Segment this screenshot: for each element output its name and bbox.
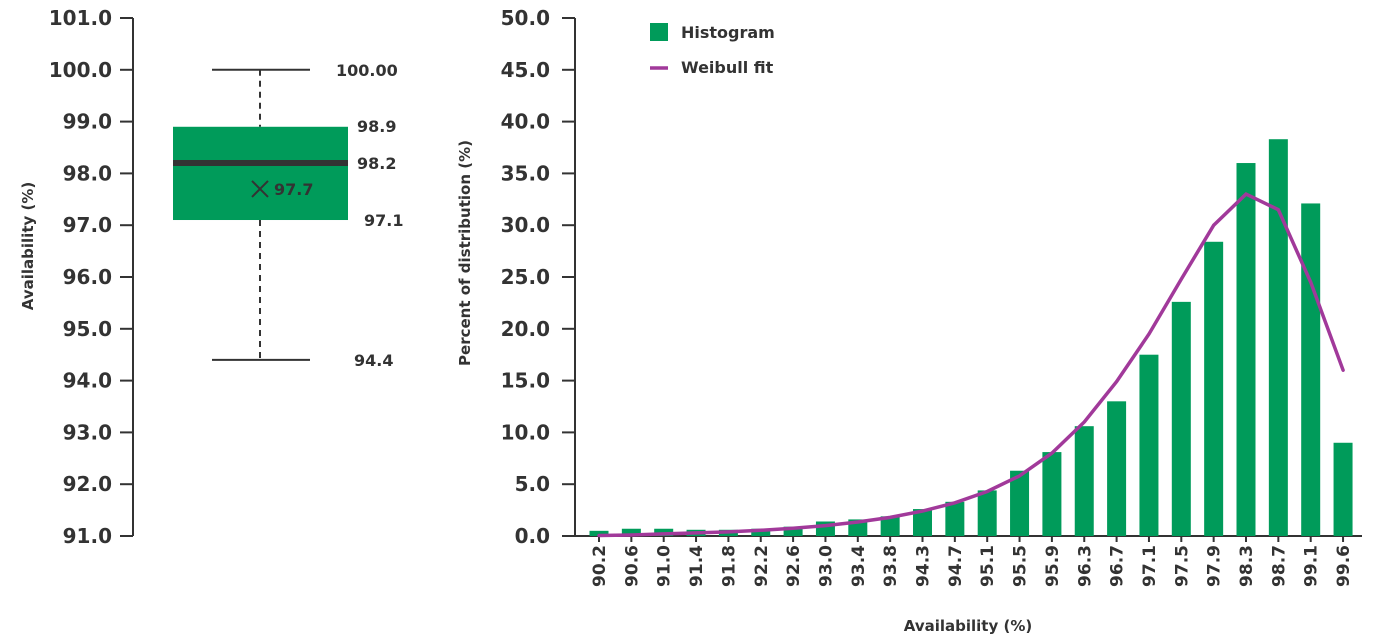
histogram-bar	[783, 526, 803, 536]
hist-x-tick-label: 93.0	[816, 545, 836, 587]
mean-marker	[251, 180, 269, 198]
hist-y-tick-label: 20.0	[501, 317, 550, 341]
hist-x-tick-label: 97.9	[1205, 545, 1225, 587]
mean-label: 97.7	[274, 180, 313, 199]
hist-x-tick-label: 91.8	[719, 545, 739, 587]
hist-y-tick-label: 50.0	[501, 6, 550, 30]
legend-label-weibull: Weibull fit	[681, 58, 774, 77]
box-y-tick-label: 99.0	[63, 110, 112, 134]
box-y-tick-label: 93.0	[63, 420, 112, 444]
hist-x-tick-label: 97.5	[1172, 545, 1192, 587]
histogram-bar	[1268, 139, 1288, 536]
histogram-bar	[1236, 163, 1256, 537]
median-label: 98.2	[357, 154, 396, 173]
hist-ylabel: Percent of distribution (%)	[456, 140, 474, 366]
hist-x-tick-label: 94.3	[914, 545, 934, 587]
hist-y-tick-label: 10.0	[501, 420, 550, 444]
hist-x-tick-label: 97.1	[1140, 545, 1160, 587]
hist-x-tick-label: 95.1	[978, 545, 998, 587]
hist-x-tick-label: 92.6	[784, 545, 804, 587]
box-y-tick-label: 92.0	[63, 472, 112, 496]
histogram-bar	[1333, 442, 1353, 536]
hist-x-tick-label: 92.2	[752, 545, 772, 587]
histogram-bar	[945, 501, 965, 536]
hist-x-tick-label: 98.7	[1269, 545, 1289, 587]
hist-y-tick-label: 40.0	[501, 110, 550, 134]
box-y-tick-label: 101.0	[49, 6, 112, 30]
hist-x-tick-label: 95.9	[1043, 545, 1063, 587]
hist-y-tick-label: 5.0	[515, 472, 550, 496]
histogram-bar	[880, 516, 900, 536]
histogram-bar	[751, 528, 771, 536]
hist-x-tick-label: 91.4	[687, 545, 707, 587]
histogram-bar	[1074, 426, 1094, 536]
hist-x-tick-label: 99.6	[1334, 545, 1354, 587]
hist-y-tick-label: 15.0	[501, 369, 550, 393]
weibull-fit-line	[597, 191, 1345, 538]
box-ylabel: Availability (%)	[19, 182, 37, 310]
min-label: 94.4	[354, 351, 393, 370]
box-plot: Availability (%) 91.0 92.0 93.0 94.0 95.0 96.…	[19, 6, 403, 548]
hist-x-tick-label: 90.6	[622, 545, 642, 587]
histogram-bar	[1301, 203, 1321, 536]
mean-x-stroke	[251, 180, 269, 198]
histogram-bar	[1107, 401, 1127, 536]
hist-x-ticks: 90.2 90.6 91.0 91.4 91.8 92.2 92.6 93.0 93.4 93.8…	[590, 536, 1354, 587]
hist-x-tick-label: 96.3	[1075, 545, 1095, 587]
hist-y-tick-label: 25.0	[501, 265, 550, 289]
legend: Histogram Weibull fit	[650, 23, 775, 77]
histogram-bar	[1139, 354, 1159, 536]
hist-x-tick-label: 98.3	[1237, 545, 1257, 587]
interquartile-box	[173, 126, 348, 221]
hist-x-tick-label: 99.1	[1302, 545, 1322, 587]
box-y-tick-label: 97.0	[63, 213, 112, 237]
histogram-bar	[1042, 452, 1062, 536]
histogram-bar	[913, 509, 932, 536]
histogram-chart: Percent of distribution (%) 0.0 5.0 10.0 15…	[456, 6, 1362, 635]
hist-x-tick-label: 95.5	[1011, 545, 1031, 587]
histogram-bar	[977, 490, 997, 536]
legend-swatch-histogram	[650, 23, 668, 41]
q1-label: 97.1	[364, 211, 403, 230]
hist-x-tick-label: 91.0	[655, 545, 675, 587]
histogram-bar	[621, 528, 641, 536]
hist-y-tick-label: 35.0	[501, 161, 550, 185]
hist-y-ticks: 0.0 5.0 10.0 15.0 20.0 25.0 30.0 35.0 40.0 45.0 50…	[501, 6, 575, 548]
histogram-bar	[1204, 241, 1224, 536]
q3-label: 98.9	[357, 117, 396, 136]
histogram-bar	[589, 530, 609, 536]
histogram-bars	[589, 139, 1353, 537]
hist-x-tick-label: 90.2	[590, 545, 610, 587]
hist-xlabel: Availability (%)	[904, 617, 1032, 635]
legend-label-histogram: Histogram	[681, 23, 775, 42]
hist-y-tick-label: 0.0	[515, 524, 550, 548]
histogram-bar	[1171, 301, 1191, 536]
box-y-tick-label: 96.0	[63, 265, 112, 289]
hist-x-tick-label: 93.4	[849, 545, 869, 587]
hist-x-tick-label: 93.8	[881, 545, 901, 587]
box-y-tick-label: 94.0	[63, 369, 112, 393]
box-y-tick-label: 98.0	[63, 161, 112, 185]
box-y-tick-label: 95.0	[63, 317, 112, 341]
box-y-ticks: 91.0 92.0 93.0 94.0 95.0 96.0 97.0 98.0 99.0 100.…	[49, 6, 133, 548]
box-y-tick-label: 100.0	[49, 58, 112, 82]
box-y-tick-label: 91.0	[63, 524, 112, 548]
max-label: 100.00	[336, 61, 398, 80]
histogram-bar	[1010, 470, 1030, 536]
hist-y-tick-label: 45.0	[501, 58, 550, 82]
hist-x-tick-label: 96.7	[1108, 545, 1128, 587]
hist-y-tick-label: 30.0	[501, 213, 550, 237]
hist-x-tick-label: 94.7	[946, 545, 966, 587]
